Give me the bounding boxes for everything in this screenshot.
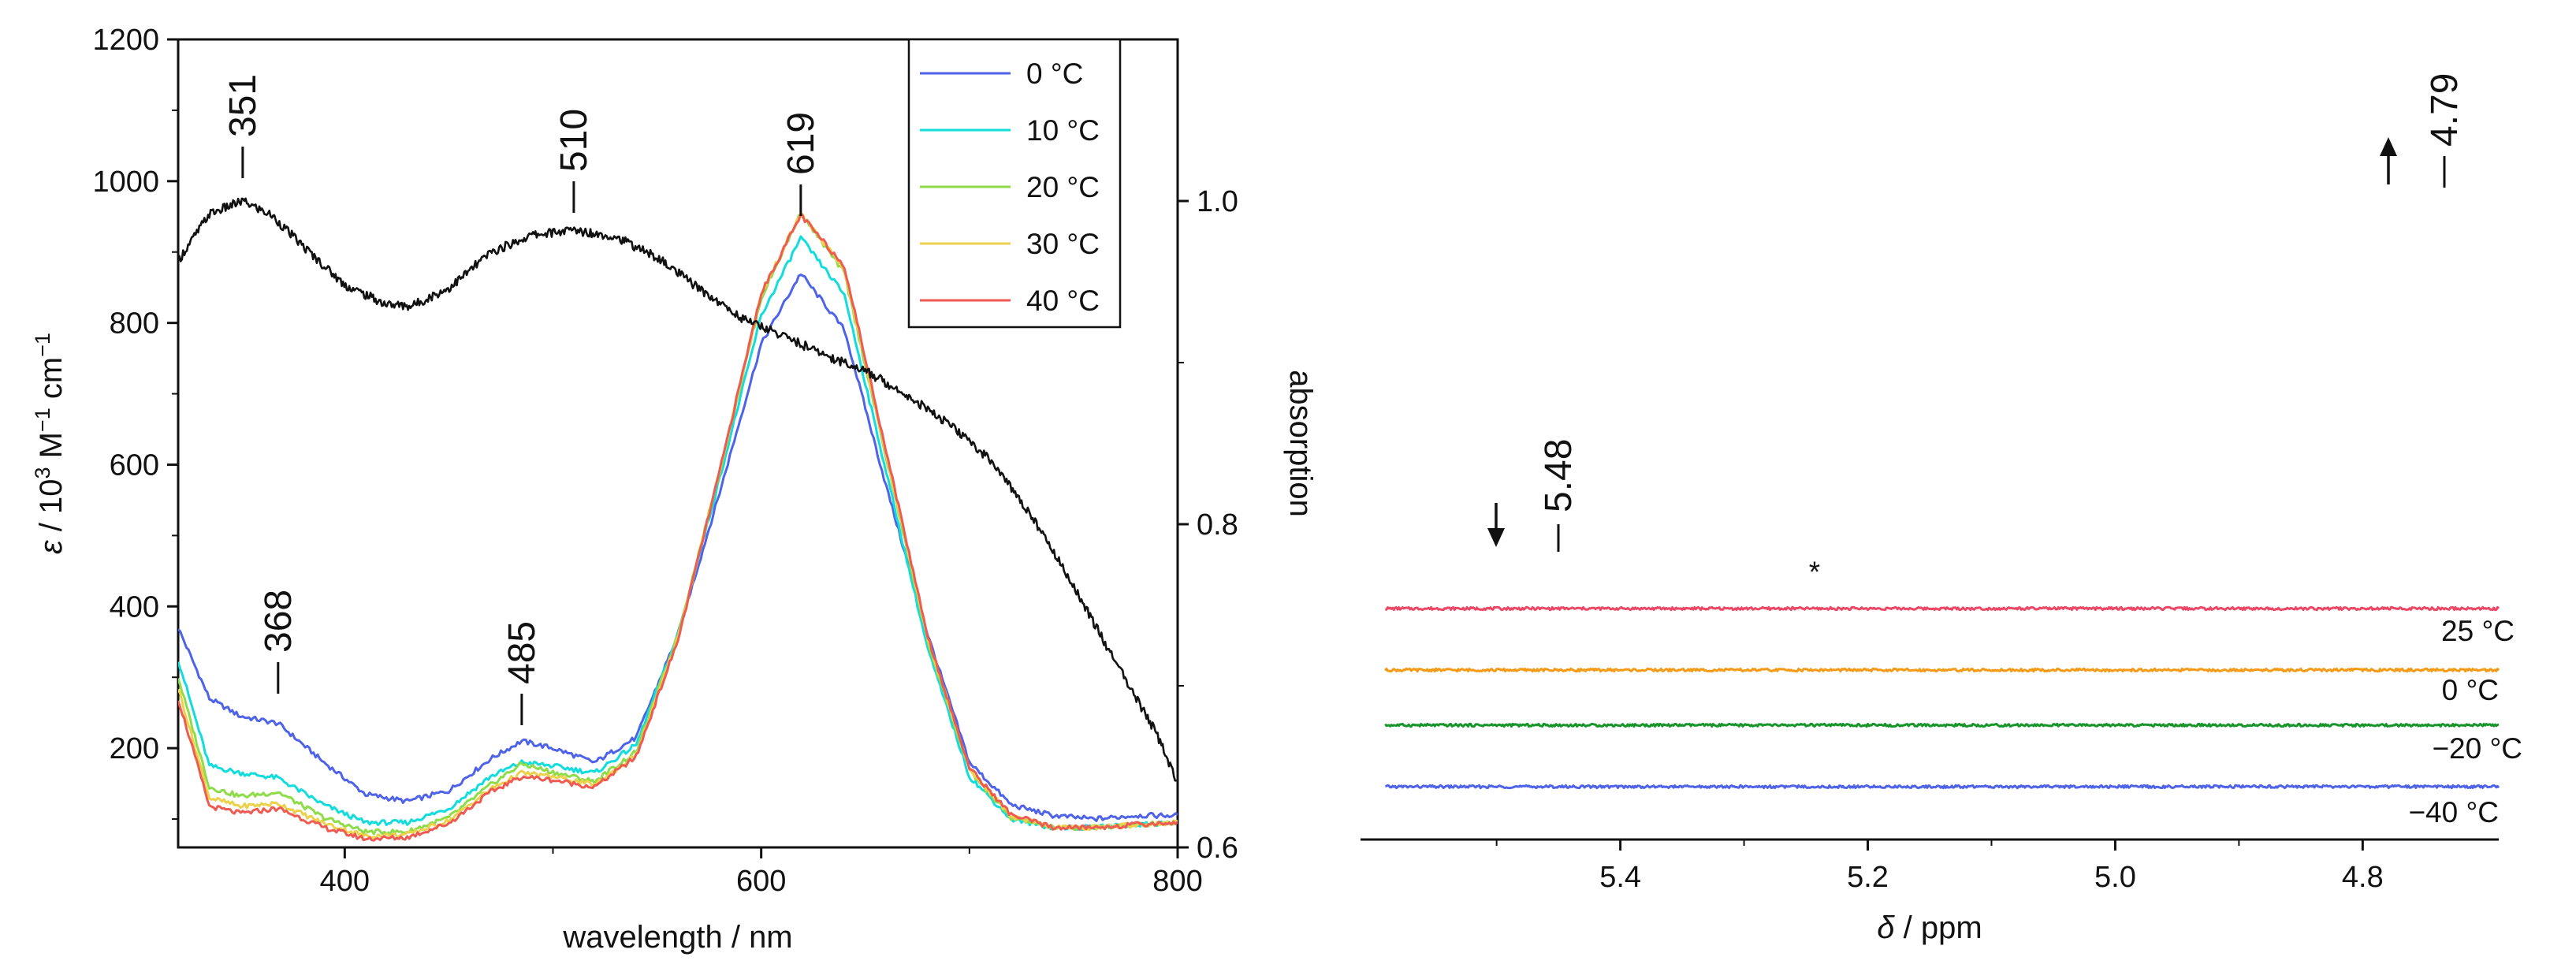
- nmr-trace-2: [1384, 667, 2500, 673]
- y-right-axis-title: absorption: [1283, 370, 1318, 517]
- y-left-tick-label: 200: [110, 732, 159, 765]
- legend-label: 30 °C: [1026, 228, 1100, 260]
- nmr-x-tick-label: 4.8: [2342, 861, 2384, 894]
- nmr-temperature-label: 25 °C: [2441, 615, 2515, 647]
- peak-label-5.48: 5.48: [1538, 439, 1580, 512]
- nmr-trace-3: [1385, 605, 2500, 612]
- y-right-tick-label: 1.0: [1197, 185, 1238, 218]
- impurity-asterisk: *: [1809, 556, 1820, 588]
- y-right-tick-label: 0.6: [1197, 832, 1238, 865]
- legend-label: 40 °C: [1026, 285, 1100, 317]
- x-tick-label: 800: [1152, 865, 1202, 898]
- y-left-tick-label: 600: [110, 449, 159, 482]
- nmr-temperature-label: −40 °C: [2408, 796, 2499, 828]
- absorption-series-line: [178, 197, 1177, 782]
- arrow-up-icon: [2380, 137, 2397, 156]
- peak-label-351: 351: [222, 74, 264, 137]
- y-left-tick-label: 400: [110, 590, 159, 624]
- nmr-x-axis-title: δ / ppm: [1877, 910, 1982, 945]
- uv-plot-frame: [177, 38, 1179, 849]
- nmr-x-tick-label: 5.4: [1599, 861, 1641, 894]
- nmr-temperature-label: −20 °C: [2432, 732, 2522, 765]
- nmr-trace-0: [1385, 784, 2500, 790]
- arrow-down-icon: [1487, 528, 1505, 547]
- series-line-0C: [178, 274, 1178, 822]
- legend-frame: [907, 38, 1122, 329]
- series-line-40C: [178, 212, 1178, 842]
- x-tick-label: 600: [736, 865, 786, 898]
- y-left-tick-label: 1200: [92, 24, 159, 57]
- peak-label-485: 485: [501, 621, 543, 684]
- peak-label-368: 368: [258, 590, 300, 653]
- peak-label-4.79: 4.79: [2424, 73, 2466, 147]
- y-left-axis-title: ε / 103 M−1 cm−1: [31, 333, 69, 554]
- x-tick-label: 400: [320, 865, 370, 898]
- legend-label: 20 °C: [1026, 171, 1100, 203]
- x-axis-title: wavelength / nm: [562, 920, 792, 955]
- peak-label-619: 619: [780, 112, 822, 175]
- legend-label: 10 °C: [1026, 114, 1100, 147]
- y-left-tick-label: 1000: [92, 166, 159, 199]
- nmr-temperature-label: 0 °C: [2442, 674, 2499, 706]
- nmr-x-tick-label: 5.2: [1847, 861, 1889, 894]
- uv-legend: 0 °C 10 °C 20 °C 30 °C 40 °C: [907, 38, 1122, 329]
- y-right-tick-label: 0.8: [1197, 508, 1238, 542]
- nmr-panel: 5.4 5.2 5.0 4.8 δ / ppm 25 °C 0 °C −20 °C −40 °C…: [1361, 73, 2522, 945]
- uv-series-group: [178, 197, 1178, 842]
- y-left-tick-label: 800: [110, 307, 159, 341]
- legend-label: 0 °C: [1026, 58, 1083, 90]
- peak-label-510: 510: [553, 109, 595, 172]
- nmr-x-tick-label: 5.0: [2094, 861, 2136, 894]
- nmr-trace-1: [1384, 722, 2500, 728]
